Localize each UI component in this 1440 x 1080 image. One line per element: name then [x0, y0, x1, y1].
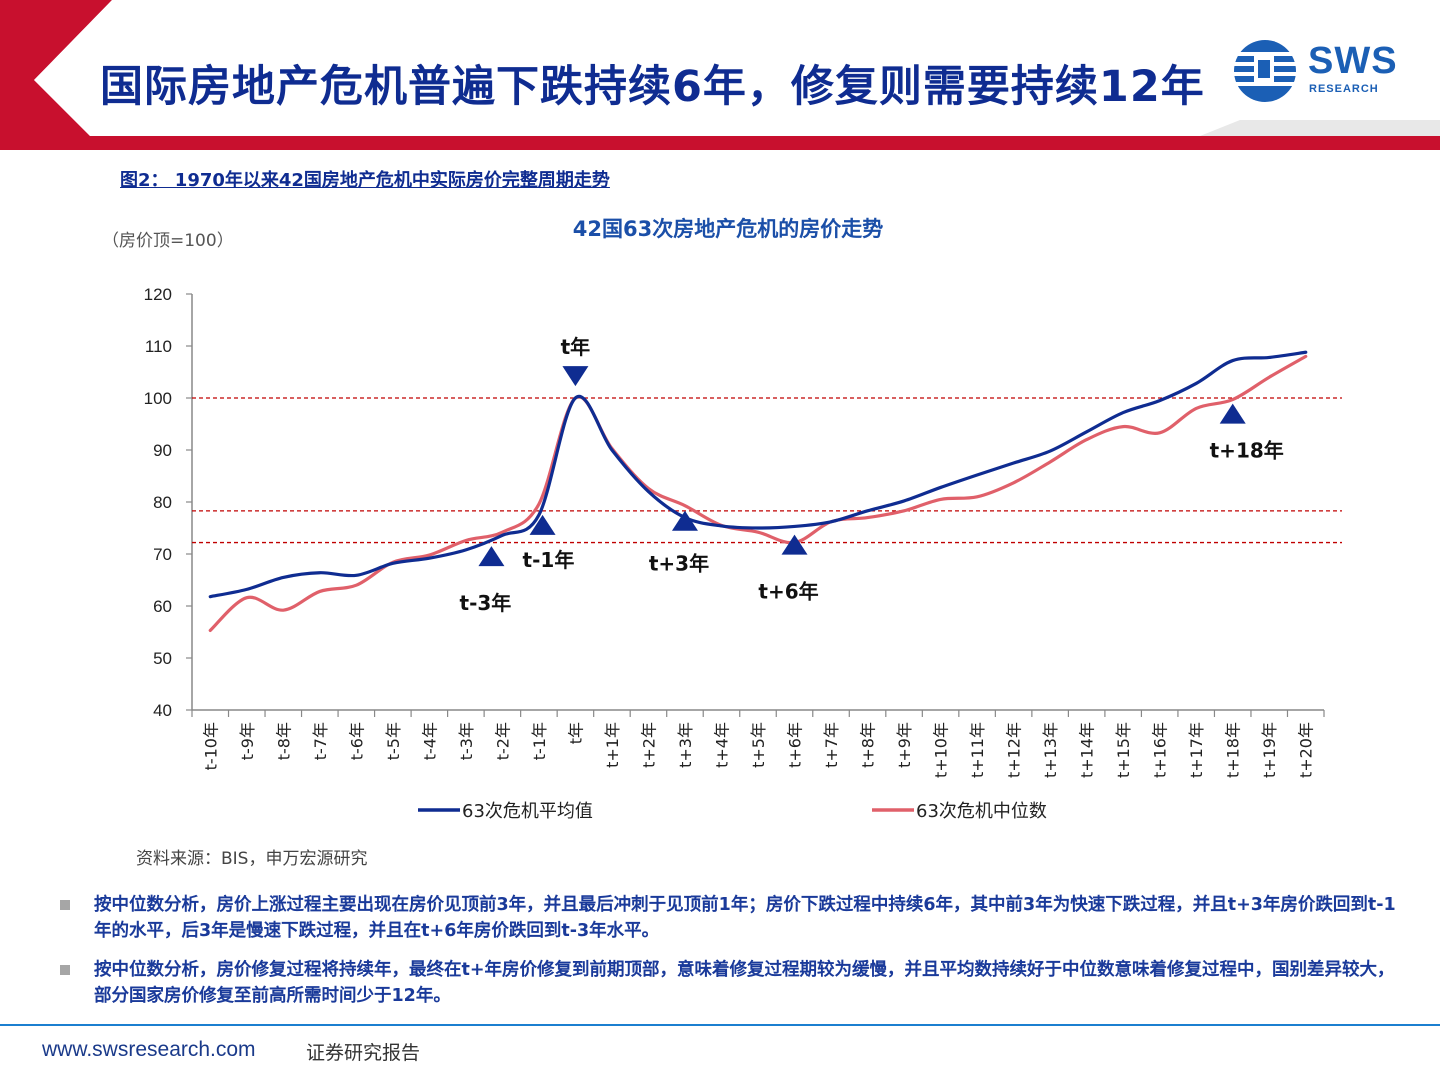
chart-title: 42国63次房地产危机的房价走势 — [573, 217, 883, 241]
x-tick-label: t-1年 — [530, 722, 549, 760]
series-line-0 — [208, 350, 1308, 599]
y-axis-label: （房价顶=100） — [102, 231, 234, 251]
x-tick-label: t+2年 — [639, 722, 658, 768]
x-tick-label: t+20年 — [1297, 722, 1316, 778]
x-tick-label: t-5年 — [384, 722, 403, 760]
header-red-chevron — [0, 0, 112, 136]
bullet-point: 按中位数分析，房价修复过程将持续年，最终在t+年房价修复到前期顶部，意味着修复过… — [60, 957, 1410, 1009]
x-tick-label: t+1年 — [603, 722, 622, 768]
y-tick-label: 70 — [153, 545, 172, 564]
logo-subtext: RESEARCH — [1309, 83, 1379, 95]
annotation-triangle-icon — [478, 546, 505, 567]
annotation-triangle-icon — [671, 510, 698, 531]
x-tick-label: t+9年 — [895, 722, 914, 768]
annotation-triangle-icon — [529, 514, 556, 535]
source-note: 资料来源：BIS，申万宏源研究 — [136, 849, 368, 869]
x-tick-label: t年 — [566, 722, 585, 744]
x-tick-label: t-2年 — [493, 722, 512, 760]
x-tick-label: t+11年 — [968, 722, 987, 778]
header-decoration — [0, 0, 1440, 150]
page-title: 国际房地产危机普遍下跌持续6年，修复则需要持续12年 — [100, 62, 1205, 112]
x-tick-label: t-3年 — [457, 722, 476, 760]
x-tick-label: t+16年 — [1151, 722, 1170, 778]
reference-lines — [192, 397, 1342, 544]
annotation-label: t+3年 — [649, 552, 709, 576]
x-tick-label: t+8年 — [859, 722, 878, 768]
y-tick-label: 120 — [144, 285, 172, 304]
annotation-label: t年 — [561, 335, 591, 359]
y-tick-label: 90 — [153, 441, 172, 460]
annotation-triangle-icon — [1219, 403, 1246, 424]
footer-label: 证券研究报告 — [306, 1042, 421, 1064]
figure-caption: 图2： 1970年以来42国房地产危机中实际房价完整周期走势 — [120, 170, 610, 191]
x-tick-label: t+12年 — [1005, 722, 1024, 778]
bullet-square-icon — [60, 900, 70, 910]
annotations: t-3年 t-1年 t年 t+3年 t+6年 t+18年 — [460, 335, 1284, 615]
x-tick-label: t-4年 — [420, 722, 439, 760]
x-tick-label: t+15年 — [1114, 722, 1133, 778]
y-tick-label: 110 — [145, 337, 172, 356]
annotation-triangle-icon — [781, 534, 808, 555]
bullet-square-icon — [60, 965, 70, 975]
logo-text: SWS — [1308, 40, 1398, 82]
annotation-label: t-1年 — [523, 548, 575, 572]
x-tick-label: t+18年 — [1224, 722, 1243, 778]
x-tick-label: t+13年 — [1041, 722, 1060, 778]
x-tick-label: t+14年 — [1078, 722, 1097, 778]
x-tick-label: t+4年 — [712, 722, 731, 768]
annotation-label: t+6年 — [758, 580, 818, 604]
x-tick-label: t+10年 — [932, 722, 951, 778]
x-tick-label: t+6年 — [786, 722, 805, 768]
y-tick-label: 100 — [144, 389, 172, 408]
annotation-triangle-icon — [562, 366, 589, 387]
legend-label: 63次危机平均值 — [462, 801, 593, 822]
annotation-label: t-3年 — [460, 591, 512, 615]
x-tick-label: t-7年 — [311, 722, 330, 760]
bullet-text: 按中位数分析，房价上涨过程主要出现在房价见顶前3年，并且最后冲刺于见顶前1年；房… — [94, 895, 1396, 941]
x-tick-label: t-10年 — [201, 722, 220, 770]
logo-globe-icon — [1234, 40, 1296, 102]
y-tick-label: 50 — [153, 649, 172, 668]
x-tick-label: t-9年 — [238, 722, 257, 760]
legend-label: 63次危机中位数 — [916, 801, 1047, 822]
bullet-point: 按中位数分析，房价上涨过程主要出现在房价见顶前3年，并且最后冲刺于见顶前1年；房… — [60, 892, 1410, 944]
chart-axes: 40 50 60 70 80 90 100 110 120 t-10年 t-9年 t-8年 t-7年 t-… — [144, 285, 1325, 778]
x-tick-label: t-8年 — [274, 722, 293, 760]
legend: 63次危机平均值 63次危机中位数 — [418, 801, 1047, 822]
series-lines — [208, 350, 1308, 633]
x-tick-label: t+3年 — [676, 722, 695, 768]
x-tick-label: t+19年 — [1260, 722, 1279, 778]
annotation-label: t+18年 — [1210, 439, 1284, 463]
header-banner: 国际房地产危机普遍下跌持续6年，修复则需要持续12年 SWS RESEARCH — [0, 0, 1440, 150]
y-tick-label: 80 — [153, 493, 172, 512]
footer-divider — [0, 1024, 1440, 1026]
x-tick-label: t+5年 — [749, 722, 768, 768]
header-grey-accent — [1200, 120, 1440, 136]
sws-logo: SWS RESEARCH — [1232, 38, 1422, 104]
y-tick-label: 60 — [153, 597, 172, 616]
y-tick-label: 40 — [153, 701, 172, 720]
chart: 42国63次房地产危机的房价走势 （房价顶=100） 40 50 60 70 80 90 1… — [102, 217, 1342, 822]
bullet-text: 按中位数分析，房价修复过程将持续年，最终在t+年房价修复到前期顶部，意味着修复过… — [94, 960, 1395, 1006]
x-tick-label: t-6年 — [347, 722, 366, 760]
x-tick-label: t+17年 — [1187, 722, 1206, 778]
header-white-panel — [34, 0, 1440, 136]
x-tick-label: t+7年 — [822, 722, 841, 768]
footer-url: www.swsresearch.com — [42, 1038, 256, 1061]
